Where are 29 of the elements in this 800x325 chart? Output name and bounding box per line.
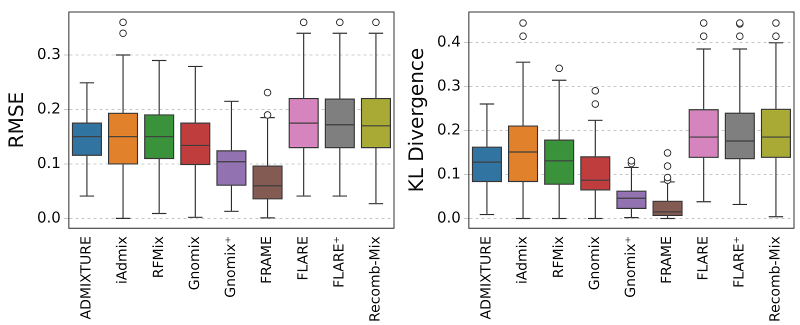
y-tick-label: 0.1	[436, 164, 461, 182]
x-tick-label: Gnomix⁺	[623, 236, 640, 298]
x-tick-label: ADMIXTURE	[78, 236, 95, 320]
y-tick-label: 0.4	[436, 32, 461, 50]
y-tick-label: 0.3	[36, 44, 61, 63]
x-tick-label: Gnomix⁺	[223, 236, 240, 298]
y-tick-label: 0.3	[436, 76, 461, 94]
x-tick-label: FLARE	[295, 236, 312, 281]
x-tick-label: FLARE⁺	[731, 236, 748, 288]
y-axis-title: RMSE	[4, 92, 28, 148]
y-tick-label: 0.0	[36, 208, 61, 226]
x-tick-label: RFMix	[550, 236, 567, 278]
x-tick-label: iAdmix	[114, 236, 131, 284]
x-tick-label: FRAME	[259, 236, 276, 284]
x-tick-label: iAdmix	[514, 236, 531, 284]
x-tick-label: Recomb-Mix	[368, 236, 384, 322]
x-tick-label: Gnomix	[186, 236, 203, 290]
x-tick-label: Recomb-Mix	[768, 236, 784, 322]
y-tick-label: 0.0	[436, 208, 461, 226]
y-tick-label: 0.1	[36, 154, 61, 172]
x-tick-label: FLARE	[695, 236, 712, 281]
x-tick-label: RFMix	[150, 236, 167, 278]
x-tick-label: Gnomix	[586, 236, 603, 290]
x-tick-label: ADMIXTURE	[478, 236, 495, 320]
x-tick-label: FRAME	[659, 236, 676, 284]
y-axis-title: KL Divergence	[404, 48, 428, 192]
y-tick-label: 0.2	[436, 120, 461, 138]
y-tick-label: 0.2	[36, 99, 61, 118]
x-tick-label: FLARE⁺	[331, 236, 348, 288]
